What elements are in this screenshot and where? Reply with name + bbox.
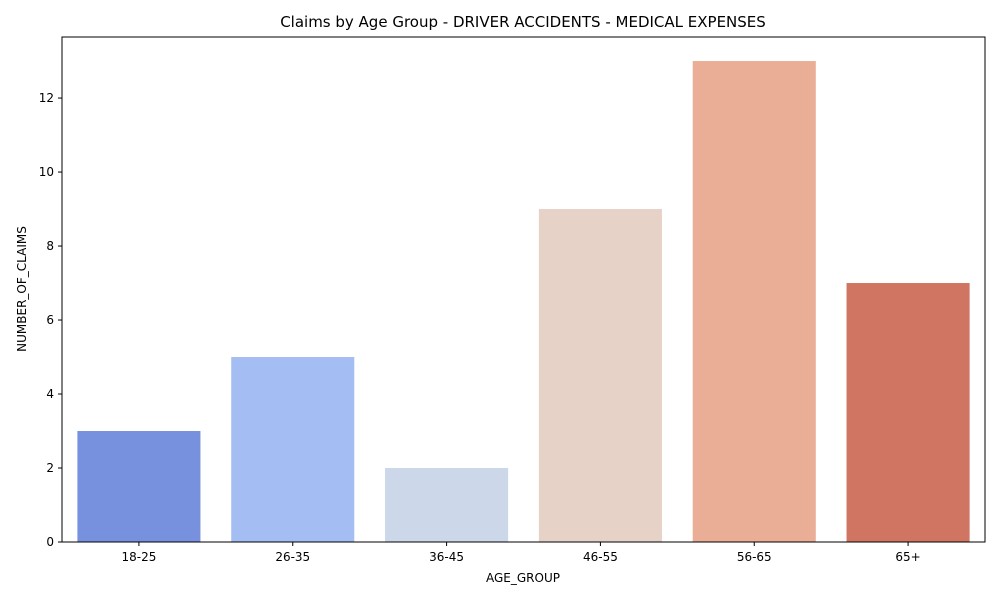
x-axis-ticks: 18-25 26-35 36-45 46-55 56-65 65+ xyxy=(121,542,921,564)
y-axis-label: NUMBER_OF_CLAIMS xyxy=(15,226,29,352)
x-tick-label: 65+ xyxy=(895,550,920,564)
y-tick-label: 2 xyxy=(46,461,54,475)
x-tick-label: 56-65 xyxy=(737,550,772,564)
bars-group xyxy=(77,61,970,543)
y-tick-label: 4 xyxy=(46,387,54,401)
plot-frame xyxy=(61,36,986,543)
bar-18-25 xyxy=(77,431,201,542)
y-axis-ticks: 0 2 4 6 8 10 12 xyxy=(39,91,62,549)
y-tick-label: 12 xyxy=(39,91,54,105)
x-axis-label: AGE_GROUP xyxy=(486,571,560,585)
y-tick-label: 10 xyxy=(39,165,54,179)
x-tick-label: 26-35 xyxy=(275,550,310,564)
bar-46-55 xyxy=(538,209,662,543)
bar-65+ xyxy=(846,283,970,542)
bar-56-65 xyxy=(692,61,816,543)
y-tick-label: 8 xyxy=(46,239,54,253)
bar-36-45 xyxy=(385,468,509,542)
y-tick-label: 0 xyxy=(46,535,54,549)
x-tick-label: 36-45 xyxy=(429,550,464,564)
bar-26-35 xyxy=(231,357,355,542)
chart-title: Claims by Age Group - DRIVER ACCIDENTS -… xyxy=(280,13,766,31)
y-tick-label: 6 xyxy=(46,313,54,327)
x-tick-label: 18-25 xyxy=(121,550,156,564)
x-tick-label: 46-55 xyxy=(583,550,618,564)
